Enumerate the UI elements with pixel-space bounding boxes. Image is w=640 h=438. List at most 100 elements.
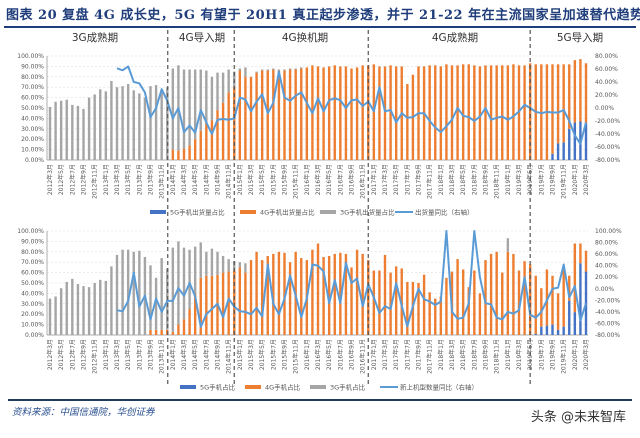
bar-5g bbox=[551, 153, 554, 160]
left-axis-tick-label: 10.00% bbox=[21, 322, 44, 329]
bar-4g bbox=[394, 66, 398, 160]
bar-3g bbox=[221, 72, 225, 103]
bar-4g bbox=[484, 65, 487, 160]
bar-3g bbox=[154, 85, 158, 160]
bar-3g bbox=[138, 250, 141, 335]
bar-3g bbox=[48, 298, 52, 335]
bar-3g bbox=[210, 248, 214, 276]
bar-3g bbox=[132, 90, 135, 160]
bar-5g bbox=[584, 123, 588, 160]
bar-3g bbox=[48, 106, 52, 160]
x-tick-label: 2015年1月 bbox=[236, 164, 244, 195]
x-tick-label: 2019年3月 bbox=[515, 164, 523, 195]
left-axis-tick-label: 80.00% bbox=[21, 249, 44, 256]
bar-3g bbox=[76, 105, 80, 160]
legend-swatch bbox=[180, 385, 196, 389]
bar-3g bbox=[54, 296, 57, 335]
bar-4g bbox=[350, 68, 353, 160]
bar-4g bbox=[450, 65, 454, 160]
right-axis-tick-label: 80.00% bbox=[595, 240, 618, 247]
x-tick-label: 2017年11月 bbox=[426, 164, 434, 199]
bar-4g bbox=[579, 243, 582, 264]
bar-4g bbox=[528, 63, 532, 160]
bar-4g bbox=[473, 270, 476, 335]
x-tick-label: 2014年11月 bbox=[225, 339, 233, 374]
legend-swatch bbox=[240, 210, 256, 214]
bar-4g bbox=[428, 65, 431, 160]
left-axis-tick-label: 50.00% bbox=[21, 105, 44, 112]
right-axis-tick-label: 40.00% bbox=[595, 263, 618, 270]
bar-3g bbox=[132, 251, 135, 335]
bar-4g bbox=[283, 252, 286, 335]
x-tick-label: 2014年1月 bbox=[169, 339, 177, 370]
x-tick-label: 2015年11月 bbox=[292, 164, 300, 199]
right-axis-tick-label: 60.00% bbox=[595, 251, 618, 258]
x-tick-label: 2013年11月 bbox=[158, 164, 166, 199]
bar-3g bbox=[205, 70, 208, 124]
bar-4g bbox=[556, 293, 560, 330]
bar-4g bbox=[344, 253, 348, 335]
bar-4g bbox=[177, 150, 180, 160]
bar-3g bbox=[54, 101, 57, 160]
bar-3g bbox=[199, 69, 202, 131]
period-label: 4G成熟期 bbox=[432, 31, 478, 44]
x-tick-label: 2013年5月 bbox=[124, 164, 132, 195]
bar-4g bbox=[579, 59, 582, 122]
bar-3g bbox=[138, 93, 141, 160]
bar-4g bbox=[495, 251, 498, 335]
x-tick-label: 2016年3月 bbox=[314, 164, 322, 195]
bar-4g bbox=[322, 257, 325, 335]
bar-3g bbox=[99, 279, 102, 335]
bar-4g bbox=[311, 249, 314, 335]
bar-3g bbox=[82, 286, 85, 335]
x-tick-label: 2016年9月 bbox=[348, 164, 356, 195]
bar-4g bbox=[394, 266, 398, 335]
bar-3g bbox=[294, 68, 297, 70]
bar-4g bbox=[478, 293, 482, 335]
bar-4g bbox=[573, 60, 577, 123]
bar-3g bbox=[221, 255, 225, 273]
bar-4g bbox=[177, 324, 180, 335]
bar-3g bbox=[199, 242, 202, 278]
bar-4g bbox=[272, 69, 275, 160]
bar-4g bbox=[266, 255, 269, 335]
source-note: 资料来源：中国信通院，华创证券 bbox=[12, 407, 155, 418]
bar-4g bbox=[300, 68, 303, 160]
x-tick-label: 2019年11月 bbox=[560, 164, 568, 199]
bar-3g bbox=[283, 69, 286, 71]
bar-3g bbox=[71, 278, 74, 335]
bar-4g bbox=[517, 270, 521, 335]
bar-4g bbox=[160, 329, 163, 335]
x-tick-label: 2017年1月 bbox=[370, 164, 378, 195]
bar-4g bbox=[456, 259, 459, 335]
x-tick-label: 2015年7月 bbox=[269, 164, 277, 195]
bar-5g bbox=[568, 300, 571, 335]
bar-4g bbox=[205, 123, 208, 160]
x-tick-label: 2017年7月 bbox=[403, 339, 411, 370]
bar-3g bbox=[205, 251, 208, 276]
x-tick-label: 2013年9月 bbox=[147, 339, 155, 370]
bar-4g bbox=[501, 272, 504, 335]
x-tick-label: 2012年7月 bbox=[68, 164, 76, 195]
bar-4g bbox=[300, 258, 303, 335]
bar-4g bbox=[540, 64, 543, 160]
x-tick-label: 2017年9月 bbox=[415, 164, 423, 195]
left-axis-tick-label: 20.00% bbox=[21, 136, 44, 143]
bar-3g bbox=[160, 258, 163, 330]
bar-4g bbox=[316, 243, 320, 335]
bar-4g bbox=[467, 287, 470, 335]
x-tick-label: 2017年5月 bbox=[392, 164, 400, 195]
bar-5g bbox=[562, 326, 565, 335]
bar-4g bbox=[378, 66, 381, 160]
bar-5g bbox=[556, 143, 560, 160]
x-tick-label: 2017年9月 bbox=[415, 339, 423, 370]
legend-label: 4G手机占比 bbox=[265, 383, 301, 392]
x-tick-label: 2020年3月 bbox=[582, 164, 590, 195]
x-tick-label: 2018年3月 bbox=[448, 339, 456, 370]
bar-4g bbox=[372, 270, 376, 335]
bar-4g bbox=[484, 260, 487, 335]
x-tick-label: 2012年7月 bbox=[68, 339, 76, 370]
bar-4g bbox=[193, 293, 197, 335]
bar-4g bbox=[221, 102, 225, 160]
bar-4g bbox=[233, 270, 236, 335]
